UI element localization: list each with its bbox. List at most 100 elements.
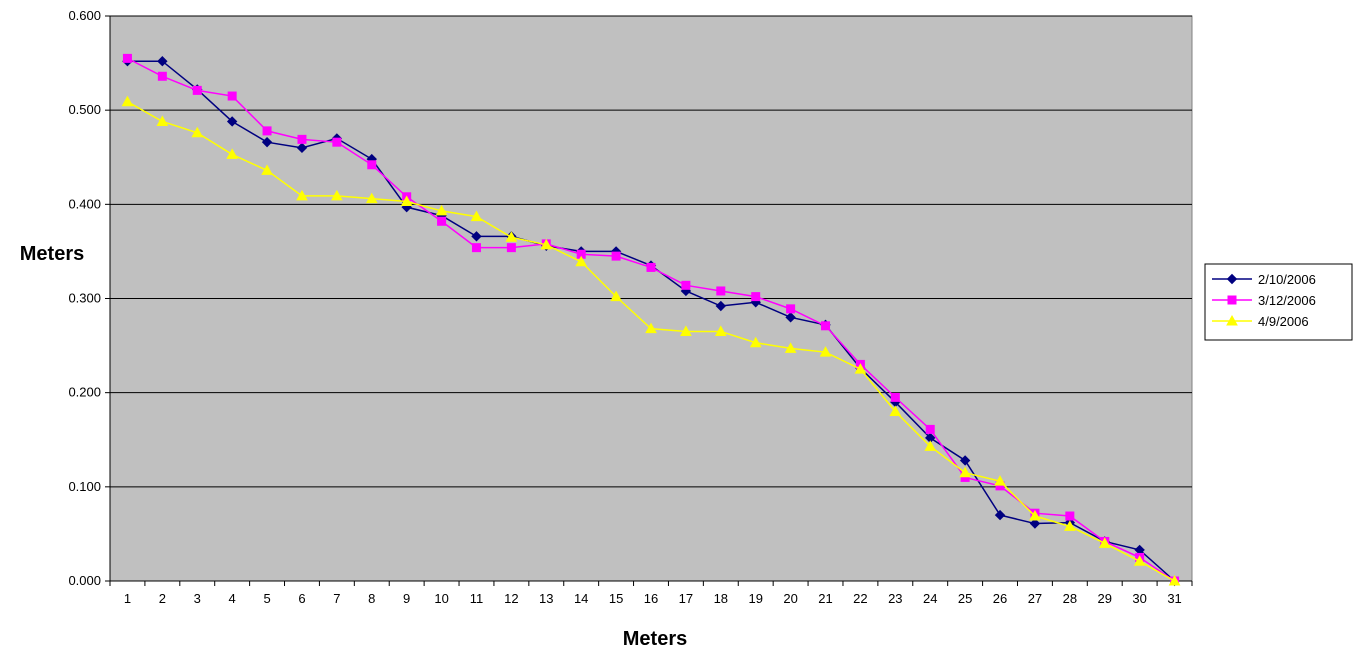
data-point [610,290,622,302]
data-point [854,363,867,374]
data-point [994,475,1006,486]
data-point [226,116,238,127]
data-point [331,189,343,201]
y-axis-ticks: 0.000 0.100 0.200 0.300 0.400 0.500 0.600 [68,8,110,588]
y-tick-label: 0.300 [68,291,101,306]
x-tick-label: 5 [263,591,270,606]
x-tick-label: 22 [853,591,867,606]
data-point [959,466,971,478]
y-axis-title: Meters [20,243,84,265]
data-point [506,243,516,253]
data-point [714,325,727,336]
x-tick-label: 16 [644,591,658,606]
data-point [262,126,272,136]
data-point [435,204,448,216]
data-point [296,142,308,154]
y-tick-label: 0.400 [68,196,101,211]
x-tick-label: 24 [923,591,937,606]
data-point [505,231,518,242]
data-point [156,115,169,126]
data-point [470,210,483,222]
x-tick-label: 29 [1098,591,1112,606]
data-point [994,509,1006,521]
x-axis-title: Meters [623,628,687,650]
x-tick-label: 23 [888,591,902,606]
data-point [365,192,378,204]
data-point [715,300,727,312]
data-point [226,148,239,159]
data-point [157,55,168,67]
x-tick-label: 17 [679,591,693,606]
data-point [1098,537,1111,548]
x-tick-label: 3 [194,591,201,606]
data-point [786,304,796,314]
x-tick-label: 18 [714,591,728,606]
data-point [645,322,657,334]
data-point [261,136,273,148]
x-tick-label: 10 [434,591,448,606]
data-point [925,424,935,434]
data-point [261,164,273,175]
x-tick-label: 20 [783,591,797,606]
x-tick-label: 28 [1063,591,1077,606]
data-point [471,231,482,242]
x-tick-label: 31 [1167,591,1181,606]
x-tick-label: 6 [298,591,305,606]
x-tick-label: 4 [229,591,236,606]
x-tick-label: 2 [159,591,166,606]
legend-marker [1226,273,1238,285]
data-point [751,292,761,302]
x-tick-label: 8 [368,591,375,606]
y-tick-label: 0.600 [68,8,101,23]
x-tick-label: 21 [818,591,832,606]
y-tick-label: 0.100 [68,479,101,494]
x-axis-ticks: 1 2 3 4 5 6 7 8 9 10 11 12 13 14 15 16 17 18 19 20 21 22 23 24 2… [109,581,1193,606]
data-point [1029,518,1041,529]
data-point [191,126,204,138]
data-point [819,346,832,357]
data-point [122,53,132,63]
series-group [121,53,1181,587]
data-point [227,91,237,101]
data-point [1065,511,1075,521]
legend-label: 4/9/2006 [1258,314,1309,329]
data-point [785,312,796,323]
data-point [1063,520,1076,531]
data-point [575,255,588,267]
data-point [749,336,762,348]
data-point [680,325,692,336]
y-tick-label: 0.000 [68,573,101,588]
data-point [157,71,167,81]
data-point [784,342,797,353]
data-point [646,262,656,272]
x-tick-label: 1 [124,591,131,606]
data-point [296,189,308,201]
data-point [924,440,937,451]
data-point [611,251,621,261]
x-tick-label: 19 [748,591,762,606]
data-point [540,238,553,250]
data-point [121,95,134,107]
x-tick-label: 30 [1132,591,1146,606]
x-tick-label: 9 [403,591,410,606]
data-point [437,216,447,226]
data-point [471,243,481,253]
data-point [889,405,902,416]
data-point [821,321,831,331]
x-tick-label: 26 [993,591,1007,606]
legend: 2/10/2006 3/12/2006 4/9/2006 [1204,263,1353,341]
data-point [297,134,307,144]
data-point [332,137,342,147]
y-tick-label: 0.200 [68,385,101,400]
data-point [192,85,202,95]
data-point [367,160,377,170]
gridlines [110,15,1192,488]
y-tick-label: 0.500 [68,102,101,117]
x-tick-label: 11 [470,591,484,606]
data-point [681,280,691,290]
legend-marker [1226,314,1238,326]
x-tick-label: 25 [958,591,972,606]
x-tick-label: 7 [333,591,340,606]
x-tick-label: 27 [1028,591,1042,606]
x-tick-label: 15 [609,591,623,606]
